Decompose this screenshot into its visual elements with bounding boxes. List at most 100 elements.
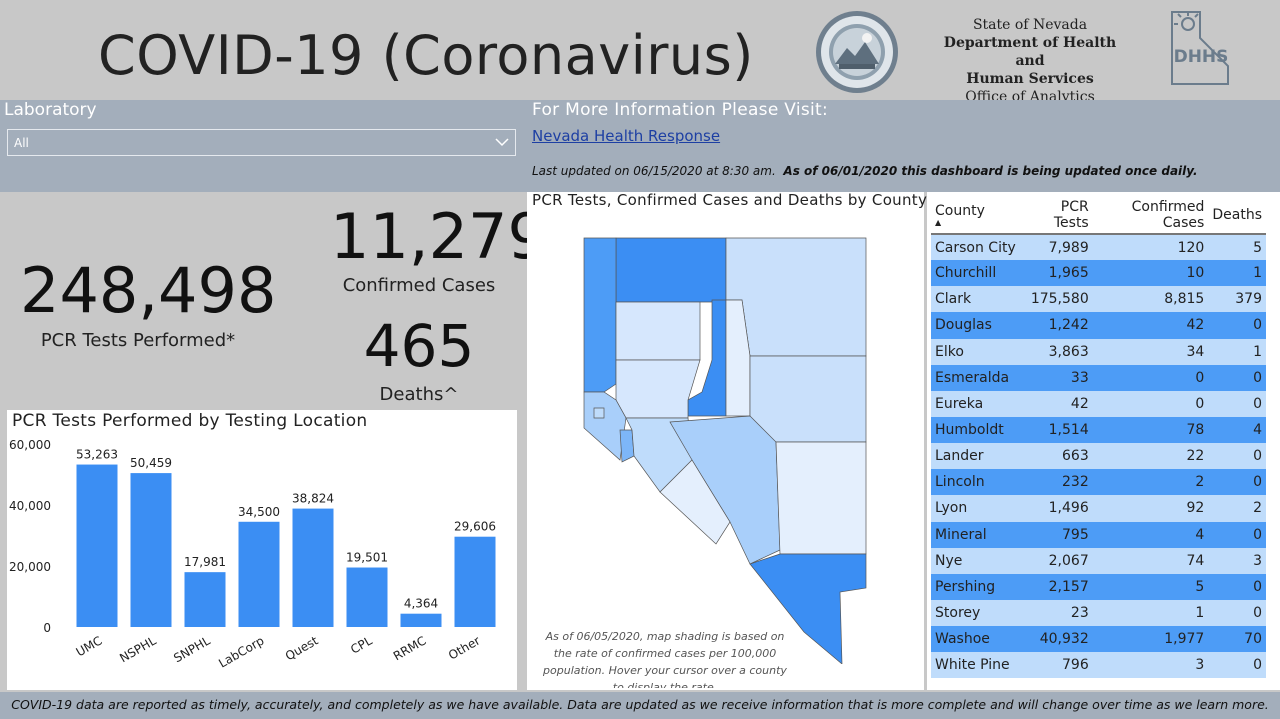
bar-nsphl[interactable] [130,473,172,627]
table-row[interactable]: Lander 663 22 0 [931,443,1266,470]
footer-disclaimer: COVID-19 data are reported as timely, ac… [11,697,1269,712]
column-header-deaths[interactable]: Deaths [1208,197,1266,235]
cell-county: Storey [931,599,1020,627]
bar-quest[interactable] [292,508,334,627]
cell-deaths: 5 [1208,234,1266,261]
cell-pcr-tests: 40,932 [1019,626,1093,653]
cell-deaths: 0 [1208,390,1266,417]
table-row[interactable]: Eureka 42 0 0 [931,390,1266,417]
cell-deaths: 2 [1208,495,1266,522]
column-header-confirmed-cases[interactable]: Confirmed Cases [1092,197,1209,235]
cell-county: Humboldt [931,416,1020,444]
table-row[interactable]: Washoe 40,932 1,977 70 [931,626,1266,653]
table-row[interactable]: Carson City 7,989 120 5 [931,234,1266,261]
org-line-hhs: Human Services [966,71,1094,87]
county-douglas[interactable] [619,429,635,463]
cell-deaths: 0 [1208,312,1266,339]
county-lincoln[interactable] [775,441,867,555]
cell-deaths: 0 [1208,364,1266,391]
svg-text:DHHS: DHHS [1174,47,1229,67]
table-row[interactable]: Lyon 1,496 92 2 [931,495,1266,522]
table-row[interactable]: Nye 2,067 74 3 [931,547,1266,574]
bar-data-label: 29,606 [454,520,496,534]
county-humboldt[interactable] [615,237,727,303]
org-line-dept: Department of Health and [943,35,1117,69]
cell-confirmed-cases: 74 [1092,547,1209,574]
x-tick-label: CPL [348,633,375,656]
deaths-label: Deaths^ [379,384,459,405]
cell-county: Nye [931,547,1020,574]
bar-umc[interactable] [76,464,118,627]
cell-deaths: 0 [1208,599,1266,627]
cell-confirmed-cases: 22 [1092,443,1209,470]
table-row[interactable]: White Pine 796 3 0 [931,652,1266,679]
x-tick-label: UMC [74,633,105,659]
county-churchill[interactable] [615,359,701,419]
table-row[interactable]: Storey 23 1 0 [931,599,1266,627]
cell-county: Douglas [931,312,1020,339]
cell-confirmed-cases: 3 [1092,652,1209,679]
county-white-pine[interactable] [749,355,867,443]
page-title: COVID-19 (Coronavirus) [98,24,754,87]
county-clark[interactable] [749,553,867,664]
county-eureka[interactable] [725,299,751,417]
dhhs-logo: DHHS [1171,11,1229,85]
bar-cpl[interactable] [346,567,388,627]
table-row[interactable]: Churchill 1,965 10 1 [931,260,1266,287]
chevron-down-icon [495,138,509,147]
column-header-pcr-tests[interactable]: PCR Tests [1019,197,1093,235]
cell-pcr-tests: 2,067 [1019,547,1093,574]
bar-data-label: 34,500 [238,505,280,519]
cell-confirmed-cases: 120 [1092,234,1209,261]
cell-pcr-tests: 42 [1019,390,1093,417]
nevada-health-response-link[interactable]: Nevada Health Response [532,127,721,145]
cell-confirmed-cases: 4 [1092,521,1209,548]
county-esmeralda[interactable] [659,459,731,545]
deaths-value: 465 [363,312,475,380]
table-row[interactable]: Humboldt 1,514 78 4 [931,416,1266,444]
bar-data-label: 17,981 [184,555,226,569]
county-pershing[interactable] [615,301,701,361]
bar-other[interactable] [454,536,496,627]
bar-rrmc[interactable] [400,613,442,627]
y-tick-label: 60,000 [9,438,51,452]
cell-deaths: 1 [1208,338,1266,365]
footer [0,692,1280,719]
table-row[interactable]: Mineral 795 4 0 [931,521,1266,548]
laboratory-dropdown[interactable]: All [7,129,516,156]
cell-county: Pershing [931,573,1020,600]
cell-confirmed-cases: 1,977 [1092,626,1209,653]
cell-confirmed-cases: 2 [1092,469,1209,496]
cell-pcr-tests: 1,514 [1019,416,1093,444]
cell-confirmed-cases: 0 [1092,364,1209,391]
bar-chart: 0 20,000 40,000 60,000 53,263 UMC 50,459 NSPHL 1… [9,438,496,671]
cell-county: Lander [931,443,1020,470]
table-row[interactable]: Elko 3,863 34 1 [931,338,1266,365]
bar-data-label: 50,459 [130,456,172,470]
table-row[interactable]: Lincoln 232 2 0 [931,469,1266,496]
bar-labcorp[interactable] [238,521,280,627]
bar-snphl[interactable] [184,572,226,627]
x-tick-label: LabCorp [216,633,266,670]
cell-county: White Pine [931,652,1020,679]
table-row[interactable]: Esmeralda 33 0 0 [931,364,1266,391]
county-carson-city[interactable] [593,407,605,419]
column-header-county[interactable]: County ▲ [931,197,1020,235]
cell-deaths: 0 [1208,443,1266,470]
org-line-state: State of Nevada [972,17,1088,33]
bar-data-label: 19,501 [346,551,388,565]
update-frequency-note: As of 06/01/2020 this dashboard is being… [783,164,1198,178]
table-row[interactable]: Clark 175,580 8,815 379 [931,286,1266,313]
cell-county: Eureka [931,390,1020,417]
cell-county: Esmeralda [931,364,1020,391]
cell-confirmed-cases: 5 [1092,573,1209,600]
y-tick-label: 0 [43,621,51,635]
table-row[interactable]: Douglas 1,242 42 0 [931,312,1266,339]
cell-county: Clark [931,286,1020,313]
table-row[interactable]: Pershing 2,157 5 0 [931,573,1266,600]
x-tick-label: SNPHL [171,633,213,665]
county-washoe[interactable] [583,237,617,393]
nevada-county-map[interactable] [580,232,872,664]
bar-data-label: 38,824 [292,492,334,506]
cell-pcr-tests: 23 [1019,599,1093,627]
